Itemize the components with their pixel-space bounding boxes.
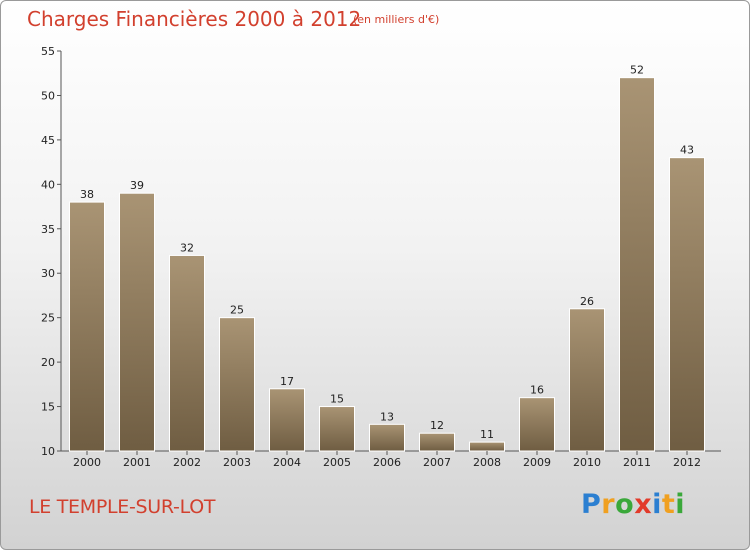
y-tick-label: 40 (41, 178, 55, 191)
x-tick-label: 2000 (73, 456, 101, 469)
data-label: 16 (530, 384, 544, 397)
commune-name: LE TEMPLE-SUR-LOT (29, 496, 216, 518)
logo-letter: P (581, 489, 602, 520)
data-label: 39 (130, 179, 144, 192)
x-tick-label: 2009 (523, 456, 551, 469)
x-tick-label: 2005 (323, 456, 351, 469)
bar (319, 406, 355, 452)
data-label: 15 (330, 393, 344, 406)
bar (519, 397, 555, 452)
bar (69, 201, 105, 452)
bar (119, 192, 155, 452)
bar (669, 157, 705, 452)
data-label: 26 (580, 295, 594, 308)
bar (619, 77, 655, 452)
data-label: 13 (380, 410, 394, 423)
data-label: 12 (430, 419, 444, 432)
x-tick-label: 2002 (173, 456, 201, 469)
logo-letter: r (601, 489, 616, 520)
logo-letter: t (661, 489, 676, 520)
chart-title: Charges Financières 2000 à 2012 (27, 7, 362, 31)
bar (569, 308, 605, 452)
bar (169, 254, 205, 452)
bar (369, 423, 405, 452)
logo-letter: i (675, 489, 686, 520)
y-tick-label: 25 (41, 312, 55, 325)
data-label: 43 (680, 144, 694, 157)
y-tick-label: 50 (41, 89, 55, 102)
data-label: 25 (230, 304, 244, 317)
bar (419, 432, 455, 452)
y-tick-label: 45 (41, 134, 55, 147)
y-tick-label: 35 (41, 223, 55, 236)
x-tick-label: 2012 (673, 456, 701, 469)
y-tick-label: 30 (41, 267, 55, 280)
chart-subtitle: (en milliers d'€) (353, 13, 440, 26)
logo-letter: i (652, 489, 662, 520)
logo-letter: o (615, 489, 635, 520)
x-tick-label: 2006 (373, 456, 401, 469)
data-label: 17 (280, 375, 294, 388)
bar (219, 317, 255, 452)
y-tick-label: 10 (41, 445, 55, 458)
proxiti-logo: Proxiti (581, 489, 685, 520)
x-tick-label: 2008 (473, 456, 501, 469)
data-label: 32 (180, 241, 194, 254)
logo-letter: x (634, 489, 653, 520)
x-tick-label: 2010 (573, 456, 601, 469)
bar (469, 441, 505, 452)
x-tick-label: 2011 (623, 456, 651, 469)
x-tick-label: 2004 (273, 456, 301, 469)
data-label: 11 (480, 428, 494, 441)
data-label: 52 (630, 64, 644, 77)
data-label: 38 (80, 188, 94, 201)
y-tick-label: 20 (41, 356, 55, 369)
y-tick-label: 55 (41, 45, 55, 58)
x-tick-label: 2001 (123, 456, 151, 469)
x-tick-label: 2003 (223, 456, 251, 469)
bar (269, 388, 305, 452)
x-tick-label: 2007 (423, 456, 451, 469)
y-tick-label: 15 (41, 401, 55, 414)
